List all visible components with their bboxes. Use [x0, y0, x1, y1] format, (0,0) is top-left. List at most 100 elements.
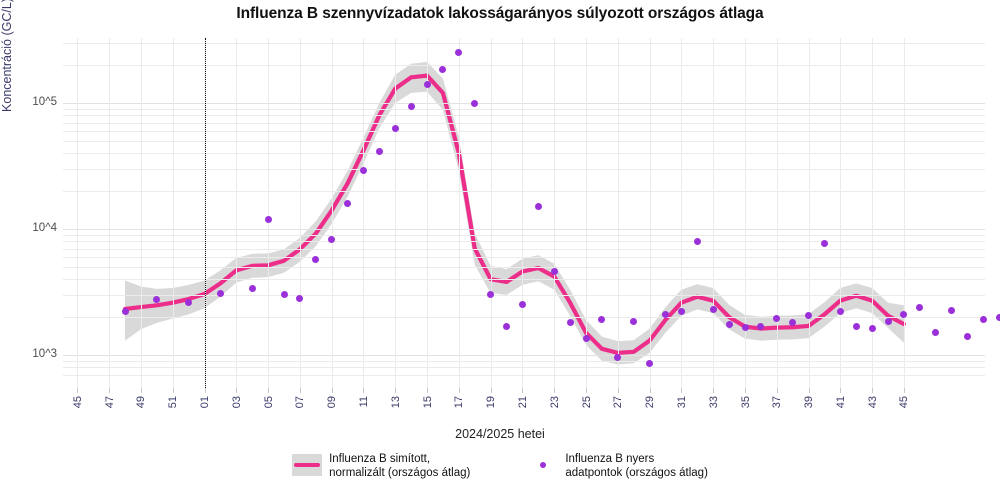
x-tick-label: 11: [357, 396, 370, 408]
x-gridline: [776, 38, 778, 388]
x-gridline: [490, 38, 492, 388]
legend-label-raw: Influenza B nyers adatpontok (országos á…: [565, 453, 708, 480]
y-gridline-minor: [63, 266, 985, 268]
raw-datapoint: [693, 237, 701, 245]
y-gridline-minor: [63, 234, 985, 236]
raw-datapoint: [916, 303, 924, 311]
x-gridline: [522, 38, 524, 388]
raw-datapoint: [248, 284, 256, 292]
raw-datapoint: [662, 310, 669, 318]
legend-line-swatch-icon: [294, 463, 321, 467]
x-gridline: [172, 38, 174, 388]
y-gridline-minor: [63, 65, 985, 67]
y-gridline-minor: [63, 279, 985, 281]
y-gridline-minor: [63, 42, 985, 44]
raw-datapoint: [439, 65, 447, 73]
raw-datapoint: [471, 99, 479, 107]
raw-datapoint: [868, 325, 876, 333]
y-axis-title: Koncentráció (GC/L): [0, 0, 14, 112]
raw-datapoint: [773, 315, 781, 322]
x-tick-label: 03: [230, 396, 243, 409]
raw-datapoint: [805, 312, 812, 320]
raw-datapoint: [296, 295, 304, 303]
x-gridline: [681, 38, 683, 388]
x-tick-mark: [490, 388, 492, 393]
raw-datapoint: [550, 268, 558, 275]
raw-datapoint: [312, 256, 320, 264]
y-tick-label: 10^3: [32, 348, 57, 360]
x-tick-label: 13: [389, 396, 402, 409]
x-gridline: [808, 38, 810, 388]
y-gridline-minor: [63, 153, 985, 155]
x-tick-mark: [586, 388, 587, 393]
x-gridline: [427, 38, 428, 388]
x-tick-label: 43: [866, 396, 879, 409]
y-gridline-minor: [63, 317, 985, 319]
y-gridline-minor: [63, 248, 985, 250]
raw-datapoint: [121, 308, 129, 316]
raw-datapoint: [709, 305, 717, 313]
data-series-layer: [122, 61, 907, 365]
x-tick-label: 25: [580, 396, 593, 409]
x-tick-mark: [77, 388, 79, 393]
x-gridline: [363, 38, 365, 388]
raw-datapoint: [884, 317, 892, 325]
x-tick-label: 01: [199, 396, 211, 409]
y-gridline-minor: [63, 140, 985, 142]
x-tick-label: 45: [71, 396, 84, 409]
x-tick-label: 41: [834, 396, 847, 409]
x-tick-mark: [872, 388, 874, 393]
legend-item-raw[interactable]: Influenza B nyers adatpontok (országos á…: [528, 452, 708, 481]
x-tick-mark: [427, 388, 428, 393]
y-tick-label: 10^4: [32, 222, 57, 234]
chart-legend: Influenza B simított, normalizált (orszá…: [0, 452, 1000, 481]
raw-datapoint: [995, 314, 1000, 322]
x-tick-mark: [649, 388, 651, 393]
x-gridline: [649, 38, 651, 388]
raw-datapoint: [328, 235, 336, 243]
x-tick-mark: [554, 388, 556, 393]
raw-datapoint: [264, 215, 272, 223]
x-gridline: [840, 38, 842, 388]
y-gridline-major: [63, 229, 985, 230]
x-tick-mark: [776, 388, 778, 393]
raw-datapoint: [280, 291, 288, 299]
x-tick-mark: [109, 388, 111, 393]
y-gridline-minor: [63, 122, 985, 124]
raw-datapoint: [518, 301, 526, 309]
legend-dot-swatch-wrap: [528, 454, 558, 476]
x-gridline: [586, 38, 587, 388]
x-gridline: [268, 38, 270, 388]
raw-datapoint: [948, 307, 956, 315]
raw-datapoint: [407, 102, 415, 110]
raw-datapoint: [900, 310, 908, 318]
x-tick-label: 05: [262, 396, 275, 409]
x-tick-mark: [331, 388, 333, 393]
week-01-marker-line: [204, 38, 206, 388]
raw-datapoint: [216, 289, 224, 297]
x-tick-mark: [903, 388, 905, 393]
raw-datapoint: [741, 323, 749, 331]
raw-datapoint: [852, 322, 860, 330]
raw-datapoint: [598, 316, 606, 324]
x-gridline: [331, 38, 333, 388]
x-tick-mark: [840, 388, 842, 393]
x-gridline: [77, 38, 79, 388]
x-tick-label: 39: [803, 396, 815, 409]
raw-datapoint: [423, 81, 431, 89]
x-tick-label: 31: [675, 396, 688, 409]
raw-datapoint: [359, 167, 367, 175]
raw-datapoint: [964, 333, 971, 341]
raw-datapoint: [185, 299, 193, 307]
y-gridline-minor: [63, 257, 985, 258]
smoothed-trend-line: [122, 73, 907, 355]
legend-item-smoothed[interactable]: Influenza B simított, normalizált (orszá…: [292, 452, 470, 481]
legend-band-swatch-icon: [292, 454, 323, 476]
x-tick-label: 33: [707, 396, 720, 409]
raw-datapoint: [677, 308, 685, 316]
x-tick-mark: [745, 388, 746, 393]
y-gridline-minor: [63, 241, 985, 243]
x-gridline: [554, 38, 556, 388]
x-tick-mark: [268, 388, 270, 393]
raw-datapoint: [455, 49, 463, 57]
